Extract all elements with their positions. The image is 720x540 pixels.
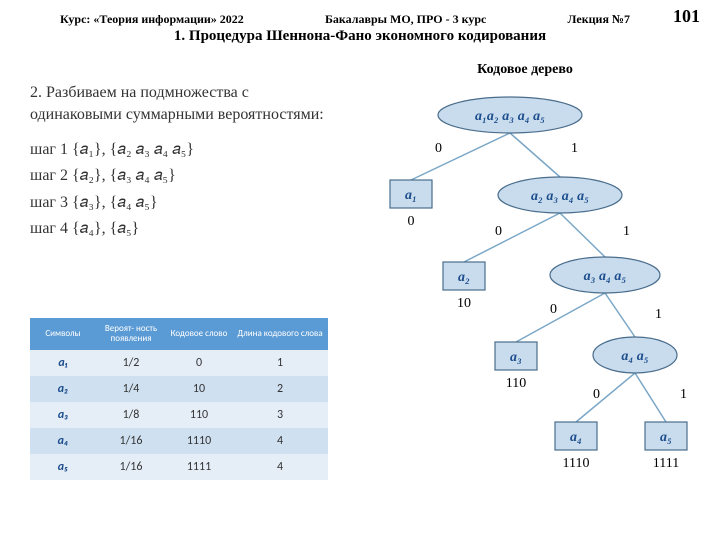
edge-label: 1 xyxy=(571,141,578,156)
table-cell: 4 xyxy=(232,454,328,480)
tree-title: Кодовое дерево xyxy=(355,62,695,78)
node-label: a₅ xyxy=(660,430,672,445)
intro-text: 2. Разбиваем на подмножества с одинаковы… xyxy=(30,82,340,127)
tree-edge xyxy=(510,133,560,177)
node-label: a₃ xyxy=(510,350,522,365)
table-cell: 1/4 xyxy=(96,376,166,402)
table-row: a₁1/201 xyxy=(30,350,328,376)
col-length: Длина кодового слова xyxy=(232,318,328,350)
page-title: 1. Процедура Шеннона-Фано экономного код… xyxy=(0,28,720,45)
table-cell: 110 xyxy=(166,402,232,428)
table-cell: a₁ xyxy=(30,350,96,376)
node-label: a₂ xyxy=(458,270,470,285)
table-cell: 3 xyxy=(232,402,328,428)
left-text-block: 2. Разбиваем на подмножества с одинаковы… xyxy=(30,82,340,240)
table-cell: 10 xyxy=(166,376,232,402)
node-label: a₂ a₃ a₄ a₅ xyxy=(531,189,589,204)
edge-label: 0 xyxy=(495,224,502,239)
col-prob: Вероят- ность появления xyxy=(96,318,166,350)
step-2: шаг 2 {𝑎₂}, {𝑎₃ 𝑎₄ 𝑎₅} xyxy=(30,165,340,187)
edge-label: 1 xyxy=(680,387,687,402)
node-label: a₁a₂ a₃ a₄ a₅ xyxy=(475,109,545,124)
lecture-label: Лекция №7 xyxy=(568,12,630,27)
node-label: a₃ a₄ a₅ xyxy=(584,269,627,284)
node-label: a₁ xyxy=(405,188,417,203)
edge-label: 0 xyxy=(550,302,557,317)
leaf-code: 110 xyxy=(506,376,526,391)
table-cell: a₅ xyxy=(30,454,96,480)
leaf-code: 1110 xyxy=(563,456,590,471)
table-row: a₃1/81103 xyxy=(30,402,328,428)
code-table: Символы Вероят- ность появления Кодовое … xyxy=(30,318,328,480)
table-row: a₅1/1611114 xyxy=(30,454,328,480)
table-row: a₂1/4102 xyxy=(30,376,328,402)
leaf-code: 0 xyxy=(408,214,415,229)
table-header-row: Символы Вероят- ность появления Кодовое … xyxy=(30,318,328,350)
col-symbol: Символы xyxy=(30,318,96,350)
node-label: a₄ xyxy=(570,430,582,445)
table-cell: 0 xyxy=(166,350,232,376)
table-cell: a₃ xyxy=(30,402,96,428)
header-line: Курс: «Теория информации» 2022 Бакалавры… xyxy=(60,12,630,27)
table-cell: a₂ xyxy=(30,376,96,402)
col-code: Кодовое слово xyxy=(166,318,232,350)
tree-edge xyxy=(516,293,605,342)
node-label: a₄ a₅ xyxy=(621,349,648,364)
edge-label: 0 xyxy=(435,141,442,156)
tree-edge xyxy=(411,133,510,180)
table-cell: 1/8 xyxy=(96,402,166,428)
tree-edge xyxy=(560,213,605,257)
table-body: a₁1/201a₂1/4102a₃1/81103a₄1/1611104a₅1/1… xyxy=(30,350,328,480)
table-cell: 1/16 xyxy=(96,428,166,454)
step-4: шаг 4 {𝑎₄}, {𝑎₅} xyxy=(30,218,340,240)
table-cell: a₄ xyxy=(30,428,96,454)
course-label: Курс: «Теория информации» 2022 xyxy=(60,12,244,27)
tree-edge xyxy=(605,293,635,337)
step-3: шаг 3 {𝑎₃}, {𝑎₄ 𝑎₅} xyxy=(30,192,340,214)
table-cell: 1 xyxy=(232,350,328,376)
edge-label: 1 xyxy=(655,307,662,322)
leaf-code: 10 xyxy=(457,296,471,311)
page-number: 101 xyxy=(673,6,700,27)
table-cell: 1110 xyxy=(166,428,232,454)
audience-label: Бакалавры МО, ПРО - 3 курс xyxy=(325,12,486,27)
table-cell: 1/2 xyxy=(96,350,166,376)
tree-edge xyxy=(635,373,666,422)
table-row: a₄1/1611104 xyxy=(30,428,328,454)
edge-label: 1 xyxy=(623,224,630,239)
step-1: шаг 1 {𝑎₁}, {𝑎₂ 𝑎₃ 𝑎₄ 𝑎₅} xyxy=(30,139,340,161)
tree-edge xyxy=(576,373,635,422)
table-cell: 4 xyxy=(232,428,328,454)
tree-edge xyxy=(464,213,560,262)
table-cell: 1111 xyxy=(166,454,232,480)
table-cell: 1/16 xyxy=(96,454,166,480)
table-cell: 2 xyxy=(232,376,328,402)
code-tree: 01010101a₁a₂ a₃ a₄ a₅a₂ a₃ a₄ a₅a₃ a₄ a₅… xyxy=(335,80,715,500)
edge-label: 0 xyxy=(593,387,600,402)
leaf-code: 1111 xyxy=(653,456,679,471)
